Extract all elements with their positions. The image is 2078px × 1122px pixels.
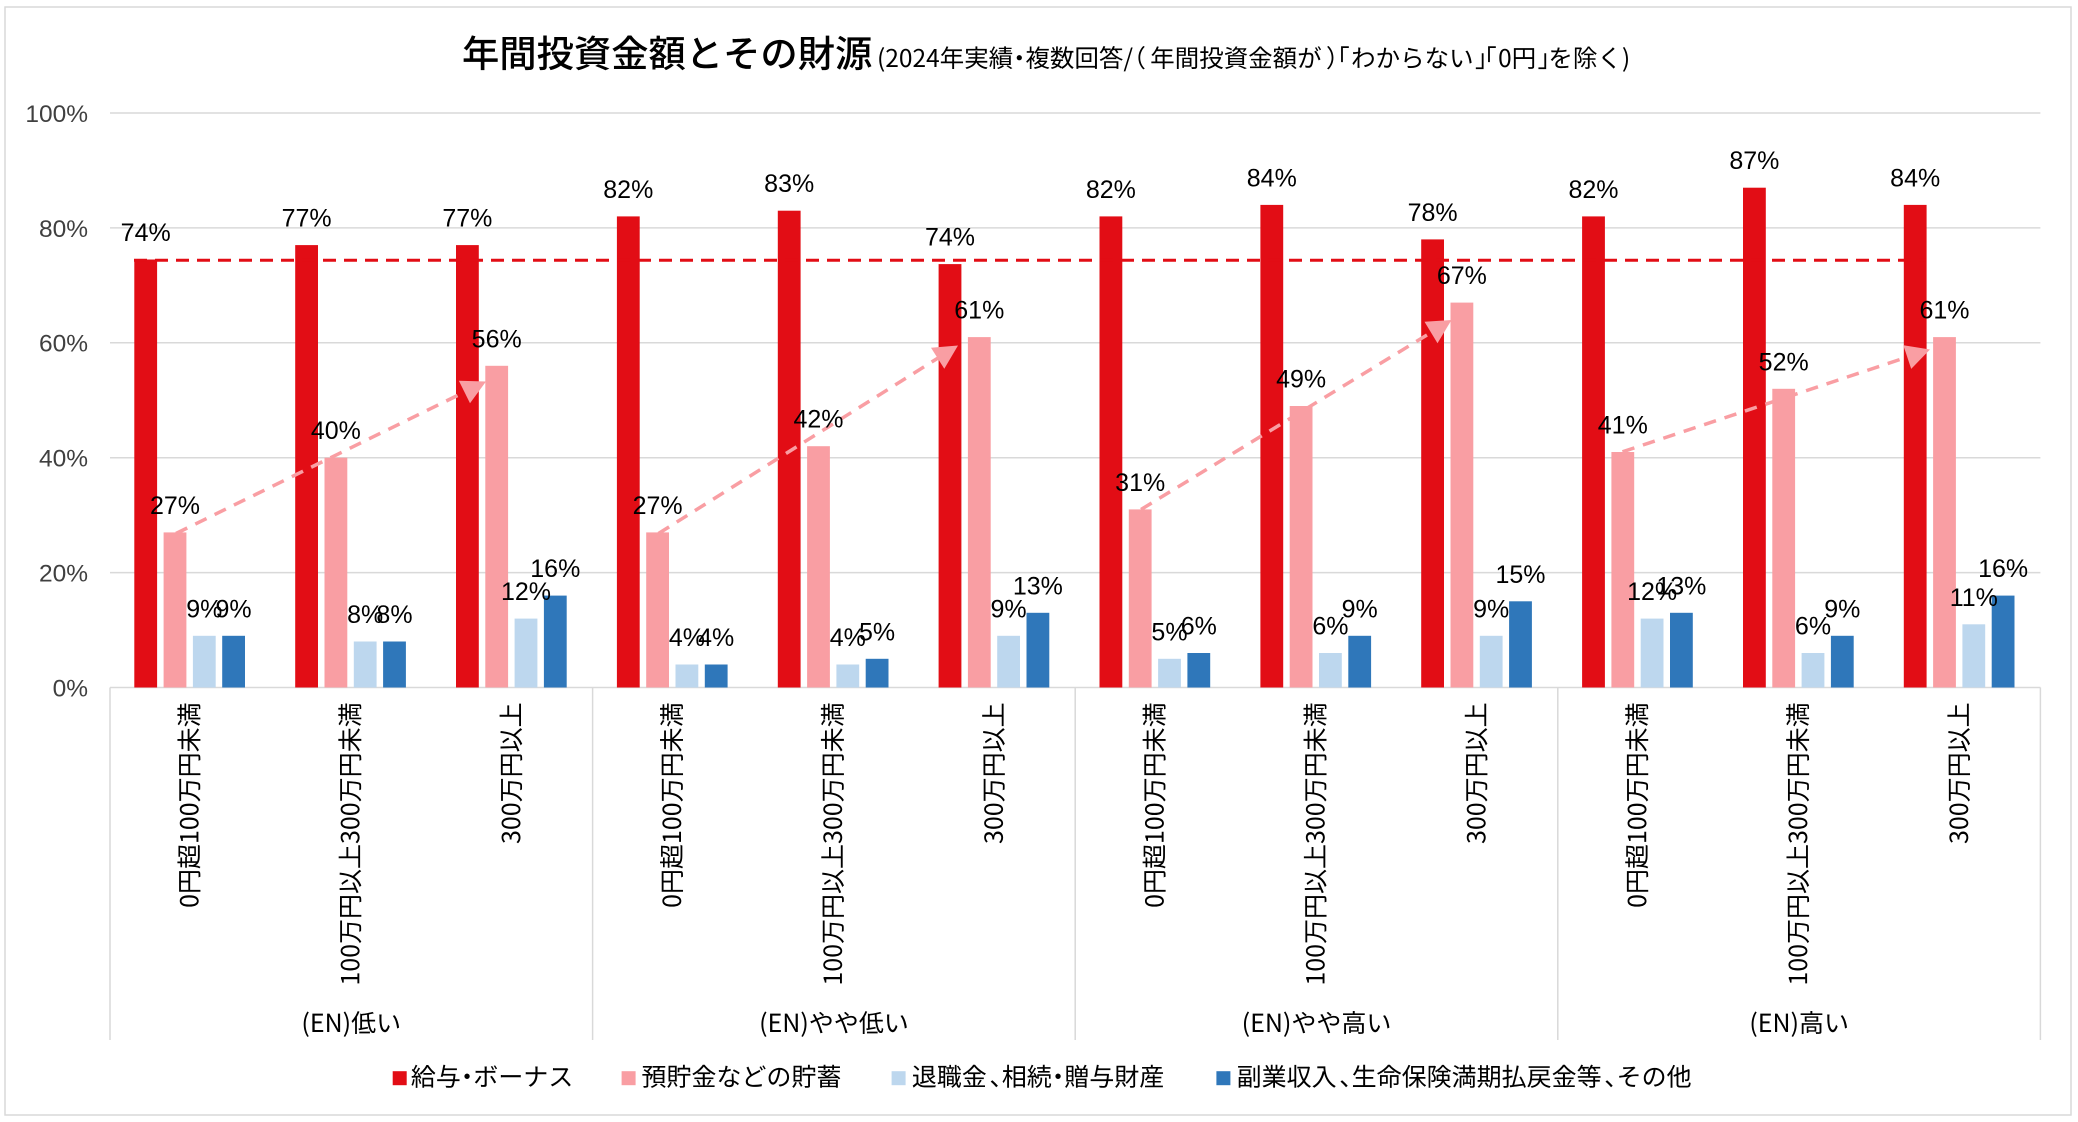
- svg-text:60%: 60%: [39, 331, 88, 358]
- svg-text:84%: 84%: [1247, 164, 1297, 192]
- svg-text:12%: 12%: [501, 578, 551, 606]
- svg-text:61%: 61%: [1919, 297, 1969, 325]
- svg-text:74%: 74%: [925, 224, 975, 252]
- svg-text:67%: 67%: [1437, 262, 1487, 290]
- svg-text:6%: 6%: [1181, 613, 1217, 641]
- svg-text:20%: 20%: [39, 561, 88, 588]
- svg-text:78%: 78%: [1408, 199, 1458, 227]
- svg-text:8%: 8%: [376, 601, 412, 629]
- svg-text:9%: 9%: [1824, 595, 1860, 623]
- svg-text:16%: 16%: [530, 555, 580, 583]
- svg-text:82%: 82%: [1086, 176, 1136, 204]
- svg-text:15%: 15%: [1495, 561, 1545, 589]
- svg-text:8%: 8%: [347, 601, 383, 629]
- svg-text:84%: 84%: [1890, 164, 1940, 192]
- svg-text:13%: 13%: [1013, 572, 1063, 600]
- svg-text:9%: 9%: [1342, 595, 1378, 623]
- svg-text:9%: 9%: [216, 595, 252, 623]
- svg-text:9%: 9%: [186, 595, 222, 623]
- svg-text:4%: 4%: [669, 624, 705, 652]
- svg-text:56%: 56%: [472, 325, 522, 353]
- svg-text:82%: 82%: [603, 176, 653, 204]
- svg-text:82%: 82%: [1568, 176, 1618, 204]
- svg-text:27%: 27%: [633, 492, 683, 520]
- svg-text:6%: 6%: [1312, 613, 1348, 641]
- svg-text:77%: 77%: [282, 205, 332, 233]
- svg-text:61%: 61%: [954, 297, 1004, 325]
- svg-text:87%: 87%: [1729, 147, 1779, 175]
- svg-text:9%: 9%: [991, 595, 1027, 623]
- svg-text:42%: 42%: [793, 406, 843, 434]
- svg-text:12%: 12%: [1627, 578, 1677, 606]
- svg-text:11%: 11%: [1950, 584, 1998, 612]
- svg-text:41%: 41%: [1598, 412, 1648, 440]
- svg-text:83%: 83%: [764, 170, 814, 198]
- svg-text:4%: 4%: [698, 624, 734, 652]
- svg-text:77%: 77%: [442, 205, 492, 233]
- svg-text:100%: 100%: [25, 101, 88, 128]
- svg-text:16%: 16%: [1978, 555, 2028, 583]
- svg-text:5%: 5%: [859, 618, 895, 646]
- svg-text:52%: 52%: [1759, 348, 1809, 376]
- svg-text:40%: 40%: [39, 446, 88, 473]
- svg-text:6%: 6%: [1795, 613, 1831, 641]
- svg-text:74%: 74%: [121, 219, 171, 247]
- svg-text:4%: 4%: [830, 624, 866, 652]
- svg-text:40%: 40%: [311, 417, 361, 445]
- svg-text:13%: 13%: [1656, 572, 1706, 600]
- svg-text:5%: 5%: [1151, 618, 1187, 646]
- svg-text:49%: 49%: [1276, 366, 1326, 394]
- svg-text:80%: 80%: [39, 216, 88, 243]
- svg-text:31%: 31%: [1115, 469, 1165, 497]
- svg-text:9%: 9%: [1473, 595, 1509, 623]
- svg-text:0%: 0%: [53, 675, 88, 702]
- svg-text:27%: 27%: [150, 492, 200, 520]
